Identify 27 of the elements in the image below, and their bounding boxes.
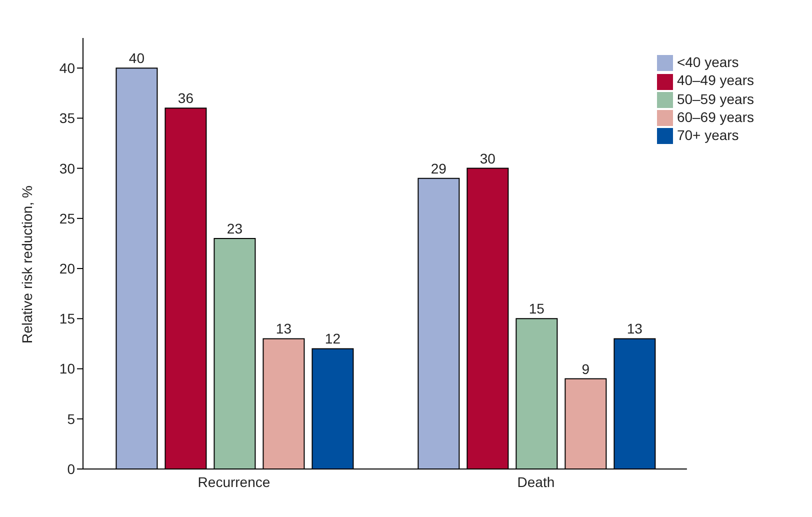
- legend-label: 70+ years: [676, 127, 739, 144]
- y-tick-label: 0: [67, 460, 76, 477]
- legend-label: 40–49 years: [676, 72, 754, 88]
- data-label: 36: [178, 90, 194, 106]
- y-tick-label: 15: [59, 310, 76, 327]
- data-label: 30: [480, 150, 496, 166]
- data-label: 40: [128, 50, 145, 66]
- y-axis-title: Relative risk reduction, %: [18, 186, 35, 344]
- y-tick-label: 25: [59, 210, 76, 226]
- y-tick-label: 40: [59, 60, 76, 76]
- legend-label: 60–69 years: [676, 108, 754, 125]
- data-label: 9: [582, 360, 590, 377]
- data-label: 29: [430, 160, 447, 176]
- data-label: 13: [626, 320, 643, 337]
- data-label: 13: [276, 320, 292, 337]
- x-tick-label: Death: [517, 474, 555, 490]
- x-tick-label: Recurrence: [198, 474, 270, 490]
- legend-label: 50–59 years: [676, 90, 754, 107]
- y-tick-label: 10: [59, 360, 76, 377]
- y-tick-label: 5: [67, 410, 76, 427]
- data-label: 12: [324, 330, 341, 347]
- data-label: 15: [528, 300, 545, 317]
- y-tick-label: 20: [59, 260, 76, 277]
- legend-label: <40 years: [676, 54, 739, 70]
- y-tick-label: 35: [59, 110, 76, 126]
- data-label: 23: [226, 220, 243, 236]
- y-tick-label: 30: [59, 160, 76, 176]
